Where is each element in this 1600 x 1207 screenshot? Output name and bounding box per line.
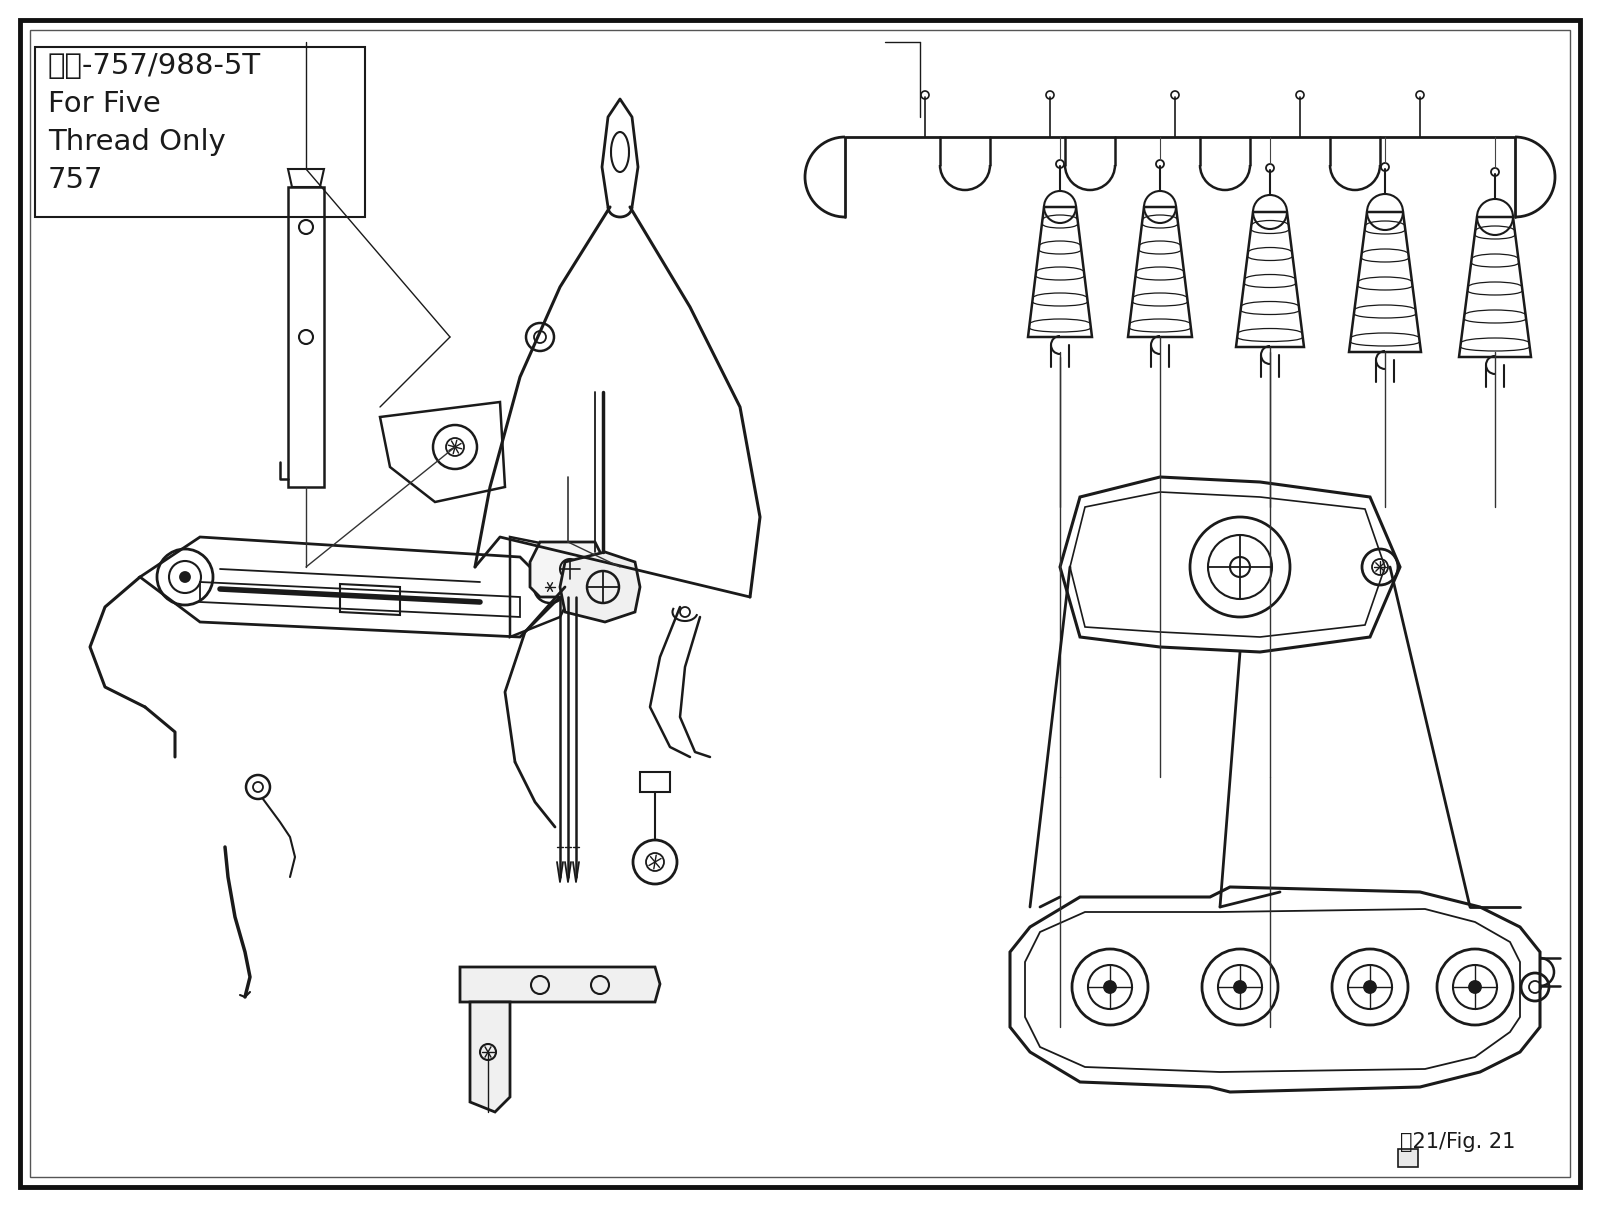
Polygon shape (560, 552, 640, 622)
Bar (1398, 1149, 1418, 1167)
Text: For Five: For Five (48, 91, 160, 118)
Polygon shape (461, 967, 661, 1002)
Polygon shape (530, 542, 605, 597)
Bar (35, 47, 365, 217)
Circle shape (1104, 981, 1117, 993)
Text: 剢21/Fig. 21: 剢21/Fig. 21 (1400, 1132, 1515, 1151)
Text: 五線-757/988-5T: 五線-757/988-5T (48, 52, 261, 80)
Text: Thread Only: Thread Only (48, 128, 226, 156)
Circle shape (1469, 981, 1482, 993)
Circle shape (179, 572, 190, 582)
Polygon shape (470, 1002, 510, 1112)
Circle shape (1234, 981, 1246, 993)
Circle shape (1363, 981, 1376, 993)
Text: 757: 757 (48, 167, 104, 194)
Bar (288, 187, 323, 486)
